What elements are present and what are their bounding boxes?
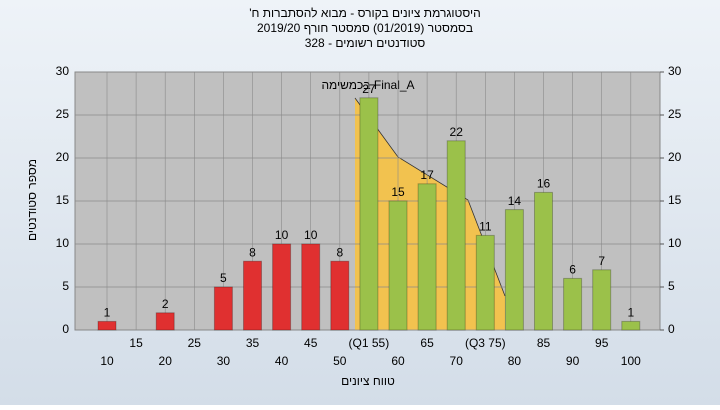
y2-tick-label: 0: [668, 322, 675, 336]
value-label: 10: [275, 228, 289, 242]
bar: [97, 320, 117, 331]
x-tick-label: 95: [595, 336, 609, 350]
value-label: 5: [220, 271, 227, 285]
x-tick-label: 65: [420, 336, 434, 350]
y2-tick-label: 5: [668, 279, 675, 293]
bar: [359, 97, 379, 331]
value-label: 8: [336, 245, 343, 259]
y-tick-label: 5: [62, 279, 69, 293]
y-tick-label: 15: [56, 193, 70, 207]
value-label: 22: [450, 125, 464, 139]
bar: [446, 140, 466, 331]
title-line: היסטוגרמת ציונים בקורס - מבוא להסתברות ח…: [249, 6, 481, 20]
y-tick-label: 10: [56, 236, 70, 250]
value-label: 8: [249, 245, 256, 259]
value-label: 6: [569, 263, 576, 277]
title-line: סטודנטים רשומים - 328: [305, 36, 426, 50]
bar: [417, 183, 437, 331]
x-tick-label: 60: [391, 354, 405, 368]
y-tick-label: 25: [56, 107, 70, 121]
y-tick-label: 30: [56, 64, 70, 78]
x-tick-label: 50: [333, 354, 347, 368]
x-tick-label: 20: [159, 354, 173, 368]
x-tick-label: 10: [100, 354, 114, 368]
x-tick-label: (Q1 55): [349, 336, 390, 350]
bar: [592, 269, 612, 331]
y2-tick-label: 20: [668, 150, 682, 164]
y2-tick-label: 25: [668, 107, 682, 121]
x-tick-label: 30: [217, 354, 231, 368]
value-label: 27: [362, 82, 376, 96]
x-tick-label: 35: [246, 336, 260, 350]
bar: [534, 191, 553, 331]
value-label: 1: [104, 306, 111, 320]
x-axis-label: טווח ציונים: [341, 374, 395, 388]
annotation: בכמשימה Final_A: [321, 78, 414, 92]
bar: [621, 320, 641, 331]
x-tick-label: 80: [508, 354, 522, 368]
value-label: 7: [598, 254, 605, 268]
x-tick-label: 85: [537, 336, 551, 350]
bar: [272, 243, 292, 331]
x-tick-label: 100: [621, 354, 641, 368]
value-label: 1: [627, 306, 634, 320]
x-tick-label: 40: [275, 354, 289, 368]
x-tick-label: 90: [566, 354, 580, 368]
bar: [504, 209, 524, 331]
x-tick-label: (Q3 75): [465, 336, 506, 350]
y2-tick-label: 15: [668, 193, 682, 207]
y-tick-label: 20: [56, 150, 70, 164]
x-tick-label: 45: [304, 336, 318, 350]
bar: [301, 243, 321, 331]
bar: [475, 234, 495, 331]
bar: [330, 260, 350, 331]
value-label: 14: [508, 194, 522, 208]
value-label: 2: [162, 297, 169, 311]
value-label: 15: [391, 185, 405, 199]
y2-tick-label: 10: [668, 236, 682, 250]
y2-tick-label: 30: [668, 64, 682, 78]
value-label: 10: [304, 228, 318, 242]
bar: [563, 277, 583, 331]
value-label: 16: [537, 177, 551, 191]
value-label: 11: [479, 220, 492, 234]
bar: [213, 286, 233, 331]
value-label: 17: [420, 168, 434, 182]
y-axis-label: מספר סטודנטים: [25, 159, 39, 241]
y-tick-label: 0: [62, 322, 69, 336]
bar: [243, 260, 262, 331]
x-tick-label: 25: [188, 336, 202, 350]
x-tick-label: 15: [129, 336, 143, 350]
x-tick-label: 70: [450, 354, 464, 368]
title-line: בסמסטר (01/2019) סמסטר חורף 2019/20: [257, 21, 473, 35]
bar: [155, 312, 175, 331]
bar: [388, 200, 408, 331]
